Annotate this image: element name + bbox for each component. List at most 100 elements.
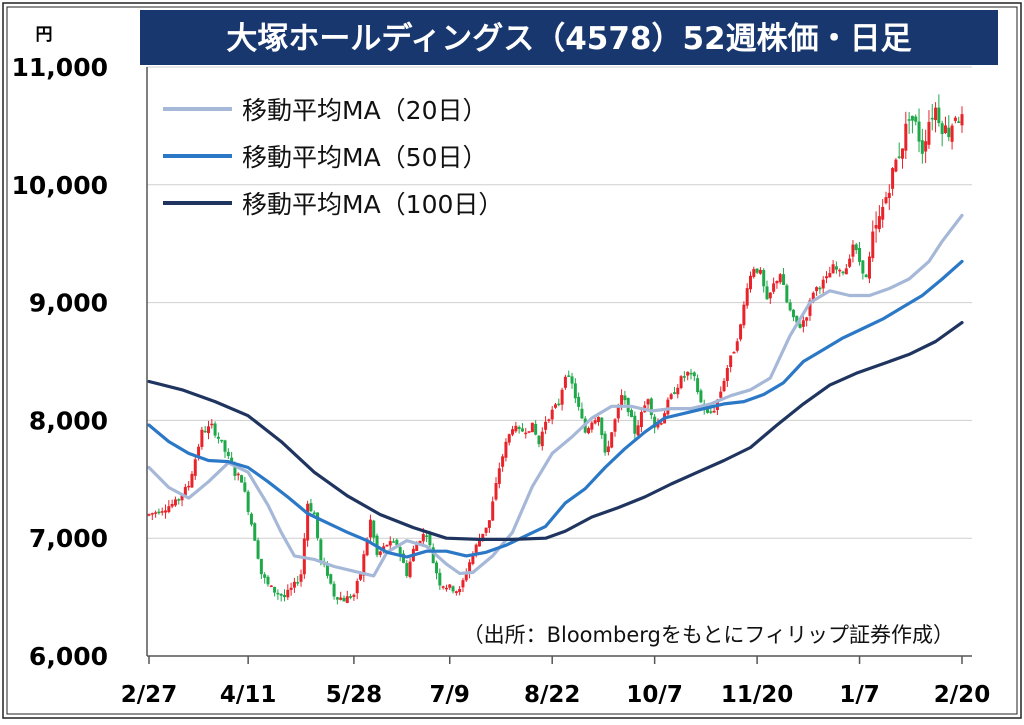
candle-body: [359, 574, 363, 580]
candle-body: [844, 268, 848, 275]
candle-body: [157, 511, 161, 514]
x-tick-label: 10/7: [626, 682, 682, 708]
candle-body: [431, 547, 435, 564]
candle-body: [448, 584, 452, 588]
x-tick-label: 2/20: [934, 682, 990, 708]
candle-body: [775, 280, 779, 284]
candle-body: [256, 540, 260, 559]
legend-label-ma50: 移動平均MA（50日）: [242, 143, 487, 172]
candle-body: [874, 225, 878, 229]
candle-body: [739, 324, 743, 340]
candle-body: [603, 433, 607, 453]
candle-body: [197, 446, 201, 458]
candle-body: [689, 372, 693, 375]
candle-body: [342, 597, 346, 602]
candle-body: [851, 244, 855, 257]
x-tick-label: 5/28: [326, 682, 382, 708]
source-note: （出所：Bloombergをもとにフィリップ証券作成）: [463, 623, 954, 647]
candle-body: [392, 541, 396, 543]
inner-border: [6, 6, 1018, 715]
candle-body: [639, 412, 643, 427]
candle-body: [782, 274, 786, 286]
candle-body: [468, 562, 472, 573]
candle-body: [474, 544, 478, 553]
candle-body: [415, 544, 419, 551]
ma100-line: [147, 321, 964, 541]
candle-body: [606, 446, 610, 452]
candle-body: [828, 273, 832, 278]
candle-body: [263, 574, 267, 578]
plot-area: [147, 67, 972, 656]
candle-body: [408, 561, 412, 578]
candle-body: [940, 123, 944, 134]
candle-body: [894, 159, 898, 172]
candle-body: [236, 473, 240, 476]
candle-body: [692, 372, 696, 377]
candle-body: [560, 389, 564, 405]
y-tick-label: 7,000: [29, 524, 108, 553]
candle-body: [316, 512, 320, 539]
x-tick-label: 1/7: [839, 682, 879, 708]
candle-body: [259, 558, 263, 575]
y-tick-label: 11,000: [12, 53, 108, 82]
ma-line-layer: [147, 213, 964, 578]
candle-body: [355, 580, 359, 594]
candle-body: [924, 141, 928, 152]
candle-body: [487, 520, 491, 528]
candle-body: [729, 355, 733, 368]
candle-body: [507, 434, 511, 443]
candle-body: [580, 408, 584, 419]
candle-body: [243, 482, 247, 492]
axis-layer: 6,000 7,000 8,000 9,000 10,000 11,000 2/27 4/11…: [12, 53, 991, 708]
candle-body: [147, 514, 151, 516]
candle-body: [213, 423, 217, 436]
candle-body: [477, 538, 481, 547]
candle-body: [435, 562, 439, 574]
candle-body: [593, 420, 597, 424]
candle-body: [398, 547, 402, 555]
candle-body: [748, 275, 752, 290]
candle-body: [957, 121, 961, 123]
candle-body: [920, 140, 924, 154]
candle-body: [610, 432, 614, 448]
candle-body: [540, 431, 544, 447]
candle-body: [382, 546, 386, 551]
candle-body: [745, 288, 749, 306]
candle-body: [831, 264, 835, 274]
candle-body: [646, 399, 650, 405]
candle-body: [930, 117, 934, 120]
candle-body: [511, 429, 515, 435]
candle-body: [345, 596, 349, 603]
candle-body: [573, 383, 577, 399]
candle-body: [887, 192, 891, 198]
candle-body: [325, 563, 329, 576]
candle-body: [699, 390, 703, 403]
candle-body: [818, 287, 822, 290]
candle-body: [464, 573, 468, 581]
candle-body: [233, 465, 237, 476]
candle-body: [768, 292, 772, 299]
candle-body: [960, 114, 964, 126]
candle-body: [805, 317, 809, 321]
candle-body: [854, 244, 858, 251]
candle-body: [187, 485, 191, 488]
candle-body: [180, 495, 184, 501]
candle-body: [563, 376, 567, 388]
candle-body: [203, 430, 207, 433]
y-tick-label: 6,000: [29, 642, 108, 671]
x-tick-label: 8/22: [524, 682, 580, 708]
candle-body: [871, 231, 875, 258]
candle-body: [491, 501, 495, 521]
candle-body: [937, 107, 941, 124]
candle-body: [332, 583, 336, 597]
candle-body: [815, 287, 819, 292]
candle-layer: [147, 94, 964, 605]
candle-body: [861, 260, 865, 274]
candle-body: [461, 580, 465, 588]
candle-body: [722, 380, 726, 392]
x-tick-label: 11/20: [721, 682, 793, 708]
candle-body: [636, 425, 640, 436]
candle-body: [762, 269, 766, 287]
candle-body: [877, 216, 881, 230]
